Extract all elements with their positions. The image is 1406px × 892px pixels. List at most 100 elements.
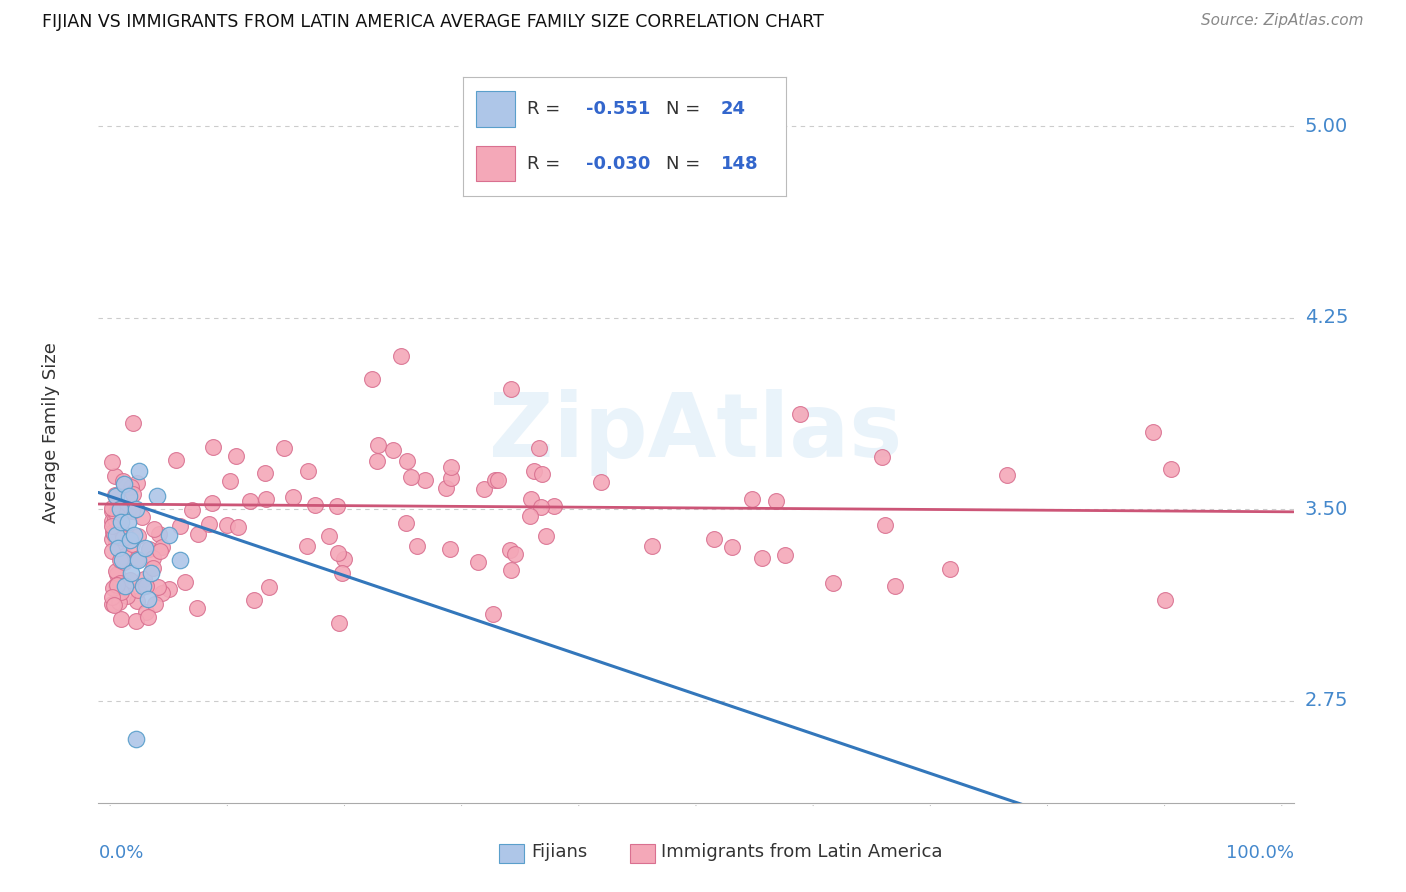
Point <box>101 598 124 612</box>
Point <box>434 481 457 495</box>
Point <box>173 575 195 590</box>
Point <box>104 505 127 519</box>
Point <box>107 541 129 555</box>
Point <box>135 605 157 619</box>
Point <box>201 496 224 510</box>
Text: FIJIAN VS IMMIGRANTS FROM LATIN AMERICA AVERAGE FAMILY SIZE CORRELATION CHART: FIJIAN VS IMMIGRANTS FROM LATIN AMERICA … <box>42 13 824 31</box>
Point <box>157 582 180 597</box>
Point <box>142 561 165 575</box>
Point <box>225 449 247 463</box>
Point <box>870 450 893 465</box>
Point <box>134 541 156 555</box>
Point <box>382 443 405 458</box>
Point <box>169 518 191 533</box>
Point <box>138 542 160 557</box>
Point <box>131 510 153 524</box>
Point <box>530 500 553 514</box>
Point <box>389 349 412 363</box>
Point <box>527 442 550 456</box>
Point <box>439 542 461 557</box>
Point <box>297 540 319 554</box>
Point <box>141 566 163 580</box>
Point <box>201 440 224 454</box>
Point <box>120 574 142 588</box>
Point <box>187 526 209 541</box>
Point <box>873 518 896 533</box>
Point <box>110 529 132 543</box>
Point <box>366 454 388 468</box>
Point <box>127 528 149 542</box>
Point <box>765 494 787 508</box>
Point <box>326 546 349 560</box>
Point <box>101 544 124 558</box>
Point <box>218 474 240 488</box>
Point <box>111 553 134 567</box>
Point <box>125 476 148 491</box>
Point <box>117 515 139 529</box>
Point <box>789 407 811 421</box>
Point <box>228 520 250 534</box>
Point <box>721 540 744 554</box>
Point <box>110 576 132 591</box>
Point <box>146 580 169 594</box>
Point <box>104 506 127 520</box>
Point <box>239 493 262 508</box>
Point <box>118 490 141 504</box>
Point <box>105 527 128 541</box>
Point <box>328 615 350 630</box>
Point <box>114 579 136 593</box>
Point <box>103 527 125 541</box>
Point <box>142 550 165 565</box>
Point <box>501 563 523 577</box>
Point <box>318 529 340 543</box>
Point <box>132 579 155 593</box>
Point <box>105 490 128 504</box>
Text: Fijians: Fijians <box>531 843 588 861</box>
Point <box>273 441 295 455</box>
Point <box>395 453 418 467</box>
Point <box>531 467 554 481</box>
Point <box>105 536 128 550</box>
Point <box>773 549 796 563</box>
Point <box>482 607 505 621</box>
Point <box>148 526 170 541</box>
Point <box>108 502 131 516</box>
Point <box>114 528 136 542</box>
Point <box>165 453 187 467</box>
Point <box>332 552 354 566</box>
Point <box>101 501 124 516</box>
Point <box>591 475 613 490</box>
Point <box>406 539 429 553</box>
Point <box>641 539 664 553</box>
Point <box>101 590 124 604</box>
Point <box>543 499 565 513</box>
Point <box>297 464 319 478</box>
Point <box>503 547 526 561</box>
Text: Source: ZipAtlas.com: Source: ZipAtlas.com <box>1201 13 1364 29</box>
Point <box>395 516 418 530</box>
Point <box>117 503 139 517</box>
Point <box>125 731 148 746</box>
Point <box>125 502 148 516</box>
Point <box>125 551 148 566</box>
Point <box>1142 425 1164 439</box>
Point <box>501 382 523 396</box>
Point <box>823 576 845 591</box>
Point <box>304 498 326 512</box>
Point <box>127 553 149 567</box>
Point <box>138 610 160 624</box>
Point <box>243 592 266 607</box>
Point <box>121 504 143 518</box>
Text: Average Family Size: Average Family Size <box>42 343 59 523</box>
Point <box>111 524 134 539</box>
Point <box>120 566 142 580</box>
Point <box>105 566 128 581</box>
Point <box>112 549 135 564</box>
Point <box>112 476 135 491</box>
Point <box>120 533 141 547</box>
Point <box>143 597 166 611</box>
Point <box>281 490 304 504</box>
Point <box>1154 592 1177 607</box>
Text: 5.00: 5.00 <box>1305 117 1348 136</box>
Text: 0.0%: 0.0% <box>98 844 143 862</box>
